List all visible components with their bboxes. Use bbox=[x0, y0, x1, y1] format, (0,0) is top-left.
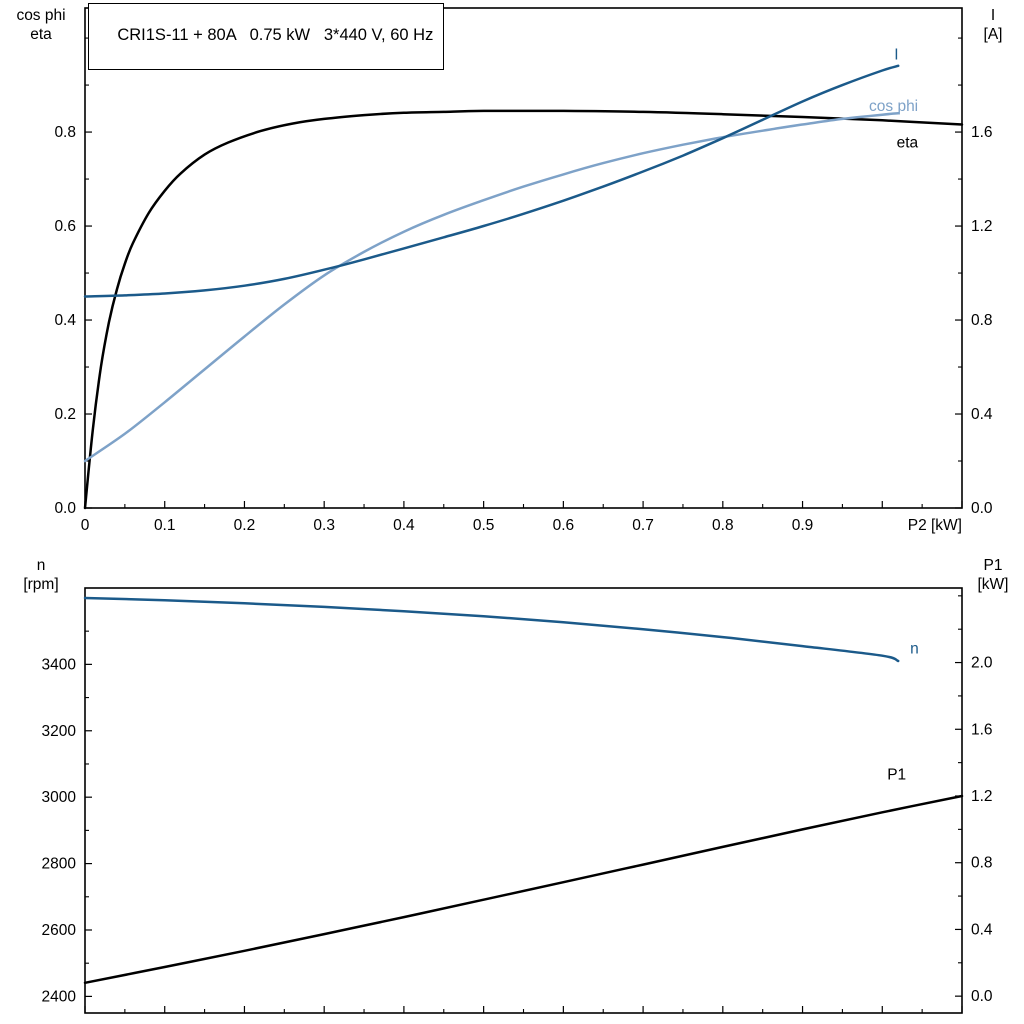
right-tick-label: 0.8 bbox=[971, 855, 993, 872]
bottom-chart-right-axis-title: P1 [kW] bbox=[964, 556, 1022, 594]
curve-p1 bbox=[83, 794, 964, 985]
right-tick-label: 0.0 bbox=[971, 500, 993, 517]
axis-title-cos-phi: cos phi bbox=[16, 7, 66, 24]
axis-title-current-unit: [A] bbox=[983, 26, 1003, 43]
right-tick-label: 0.4 bbox=[971, 921, 993, 938]
left-tick-label: 0.4 bbox=[54, 312, 76, 329]
x-tick-label: 0.5 bbox=[473, 517, 495, 534]
curve-n bbox=[83, 596, 900, 663]
left-tick-label: 3200 bbox=[42, 723, 77, 740]
axis-title-eta: eta bbox=[30, 26, 52, 43]
right-tick-label: 1.6 bbox=[971, 124, 993, 141]
left-tick-label: 3000 bbox=[42, 789, 77, 806]
left-tick-label: 0.6 bbox=[54, 218, 76, 235]
x-tick-label: 0 bbox=[81, 517, 90, 534]
plot-frame bbox=[84, 7, 963, 509]
chart-title: CRI1S-11 + 80A 0.75 kW 3*440 V, 60 Hz bbox=[117, 26, 434, 44]
curve-i bbox=[83, 64, 900, 298]
x-tick-label: 0.1 bbox=[154, 517, 176, 534]
top-chart-right-axis-title: I [A] bbox=[964, 6, 1022, 44]
x-tick-label: 0.7 bbox=[632, 517, 654, 534]
x-tick-label: 0.3 bbox=[313, 517, 335, 534]
curve-eta bbox=[83, 109, 964, 510]
left-tick-label: 3400 bbox=[42, 656, 77, 673]
axis-title-speed-unit: [rpm] bbox=[23, 576, 59, 593]
bottom-chart-left-axis-title: n [rpm] bbox=[2, 556, 80, 594]
x-tick-label: 0.6 bbox=[553, 517, 575, 534]
curve-label-eta: eta bbox=[897, 134, 919, 151]
right-tick-label: 1.2 bbox=[971, 218, 993, 235]
chart-bottom: 2400 2600 2800 3000 3200 3400 0.0 0.4 0.8 1.2 1.6 2… bbox=[42, 587, 993, 1014]
right-tick-label: 0.0 bbox=[971, 988, 993, 1005]
x-axis-label: P2 [kW] bbox=[908, 517, 962, 534]
axis-title-power: P1 bbox=[983, 557, 1003, 574]
plot-frame bbox=[84, 587, 963, 1014]
axis-title-power-unit: [kW] bbox=[977, 576, 1009, 593]
left-tick-label: 2600 bbox=[42, 922, 77, 939]
curve-label-i: I bbox=[894, 47, 898, 64]
left-tick-label: 0.0 bbox=[54, 500, 76, 517]
axis-title-speed: n bbox=[36, 557, 46, 574]
axis-title-current: I bbox=[990, 7, 996, 24]
top-chart-left-axis-title: cos phi eta bbox=[2, 6, 80, 44]
left-tick-label: 0.2 bbox=[54, 406, 76, 423]
left-tick-label: 2800 bbox=[42, 856, 77, 873]
right-tick-label: 0.4 bbox=[971, 406, 993, 423]
left-tick-label: 2400 bbox=[42, 988, 77, 1005]
right-tick-label: 0.8 bbox=[971, 312, 993, 329]
chart-title-box: CRI1S-11 + 80A 0.75 kW 3*440 V, 60 Hz bbox=[88, 3, 445, 70]
left-tick-label: 0.8 bbox=[54, 124, 76, 141]
right-tick-label: 1.6 bbox=[971, 721, 993, 738]
curve-label-n: n bbox=[910, 640, 919, 657]
x-tick-label: 0.2 bbox=[234, 517, 256, 534]
x-tick-label: 0.4 bbox=[393, 517, 415, 534]
right-tick-label: 1.2 bbox=[971, 788, 993, 805]
curve-label-p1: P1 bbox=[887, 766, 906, 783]
curve-cos-phi bbox=[83, 112, 900, 463]
curve-label-cos-phi: cos phi bbox=[869, 98, 918, 115]
chart-top: 0 0.1 0.2 0.3 0.4 0.5 0.6 0.7 0.8 0.9 P2 [kW] 0.0 0.… bbox=[54, 7, 993, 534]
x-tick-label: 0.9 bbox=[792, 517, 814, 534]
right-tick-label: 2.0 bbox=[971, 655, 993, 672]
x-tick-label: 0.8 bbox=[712, 517, 734, 534]
